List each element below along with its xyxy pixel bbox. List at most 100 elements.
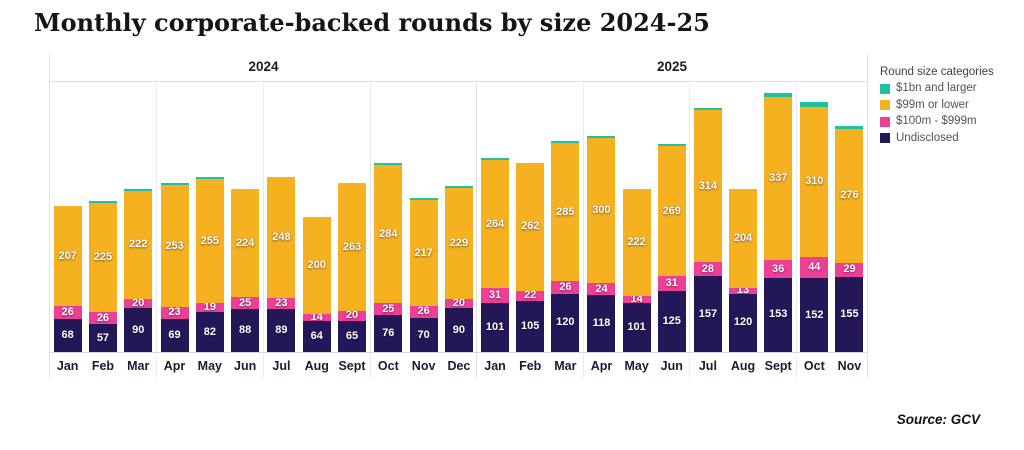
x-axis-label: Nov [837, 358, 862, 373]
month-column: 157 28 314 Jul [689, 82, 726, 378]
x-axis-label: Aug [304, 358, 329, 373]
bar-area: 101 31 264 [477, 82, 513, 354]
bar-value-label: 222 [129, 238, 148, 251]
x-axis-label: Nov [411, 358, 436, 373]
bar-segment-100m-999m: 36 [764, 260, 793, 278]
legend-item-label: $100m - $999m [896, 115, 977, 127]
bar-value-label: 285 [556, 205, 575, 218]
bar-segment-undisclosed: 120 [551, 293, 580, 353]
panel-2025: 101 31 264 Jan 105 22 262 Feb 120 26 285 Mar 118 24 30… [476, 82, 868, 378]
bar-value-label: 207 [58, 249, 77, 262]
x-axis-label: Sept [338, 358, 366, 373]
month-column: 101 14 222 May [619, 82, 655, 378]
bar-segment-100m-999m: 20 [338, 309, 367, 322]
bar-value-label: 19 [203, 301, 216, 314]
bar-segment-undisclosed: 89 [267, 308, 296, 353]
bar-value-label: 68 [61, 329, 74, 342]
bar-segment-undisclosed: 57 [88, 324, 117, 353]
legend-title: Round size categories [880, 66, 994, 78]
bar-value-label: 101 [627, 321, 646, 334]
bar-value-label: 300 [592, 204, 611, 217]
bar-value-label: 44 [808, 261, 821, 274]
bar-segment-100m-999m: 26 [409, 305, 438, 319]
x-axis-label: Jan [484, 358, 506, 373]
bar-segment-99m-or-lower: 224 [231, 188, 260, 298]
stacked-bar-2025-aug: 120 13 204 [729, 188, 758, 353]
x-axis-label: Feb [519, 358, 542, 373]
bar-value-label: 105 [521, 320, 540, 333]
bar-area: 105 22 262 [512, 82, 548, 354]
stacked-bar-2024-nov: 70 26 217 [409, 198, 438, 353]
bar-value-label: 222 [627, 235, 646, 248]
source-credit: Source: GCV [896, 412, 980, 427]
bar-value-label: 224 [235, 236, 255, 249]
stacked-bar-2025-oct: 152 44 310 [800, 102, 829, 353]
bar-value-label: 263 [342, 240, 362, 253]
bar-segment-100m-999m: 14 [622, 294, 651, 305]
bar-segment-99m-or-lower: 314 [693, 110, 722, 263]
bar-value-label: 89 [275, 323, 288, 336]
stacked-bar-2024-jun: 88 25 224 [231, 188, 260, 353]
legend-item-label: Undisclosed [896, 131, 959, 144]
x-axis-label: Sept [764, 358, 792, 373]
bar-segment-1bn-and-larger [124, 189, 153, 192]
stacked-bar-2025-jul: 157 28 314 [693, 107, 722, 353]
bar-value-label: 29 [843, 263, 856, 276]
bar-segment-undisclosed: 82 [195, 312, 224, 353]
bar-area: 76 25 284 [370, 82, 406, 354]
stacked-bar-2025-feb: 105 22 262 [516, 163, 545, 353]
bar-value-label: 65 [345, 329, 359, 342]
bar-value-label: 70 [417, 328, 430, 341]
bar-segment-99m-or-lower: 229 [444, 187, 473, 299]
panel-header-row: 2024 2025 [50, 55, 867, 81]
stacked-bar-2024-mar: 90 20 222 [124, 189, 153, 353]
bar-value-label: 153 [768, 308, 788, 321]
bar-area: 82 19 255 [192, 82, 228, 354]
bar-segment-undisclosed: 153 [764, 277, 793, 353]
bar-segment-100m-999m: 44 [800, 257, 829, 279]
legend-item-label: $1bn and larger [896, 82, 977, 94]
legend-swatch-icon [880, 100, 890, 111]
bar-value-label: 26 [559, 281, 572, 294]
legend-swatch-icon [880, 116, 890, 127]
legend-item: Undisclosed [880, 131, 1022, 145]
bar-value-label: 23 [168, 306, 181, 319]
bar-area: 101 14 222 [619, 82, 655, 354]
bar-area: 89 23 248 [263, 82, 300, 354]
bar-segment-undisclosed: 64 [302, 321, 331, 353]
bar-segment-99m-or-lower: 337 [764, 97, 793, 261]
bar-value-label: 255 [200, 234, 219, 247]
bar-area: 70 26 217 [405, 82, 442, 354]
bar-segment-undisclosed: 118 [587, 294, 616, 353]
bar-segment-1bn-and-larger [444, 185, 473, 188]
bar-area: 90 20 229 [441, 82, 477, 354]
bar-segment-99m-or-lower: 284 [374, 165, 403, 304]
month-column: 120 13 204 Aug [725, 82, 761, 378]
bar-segment-100m-999m: 19 [195, 301, 224, 314]
x-axis-label: Feb [91, 358, 115, 373]
bar-value-label: 22 [524, 289, 537, 302]
bar-value-label: 204 [733, 231, 753, 244]
stacked-bar-2025-jun: 125 31 269 [657, 143, 686, 353]
bar-segment-99m-or-lower: 248 [267, 177, 296, 298]
bar-area: 90 20 222 [120, 82, 156, 354]
bar-segment-99m-or-lower: 264 [481, 160, 510, 289]
stacked-bar-2025-mar: 120 26 285 [551, 141, 580, 353]
bar-value-label: 82 [203, 325, 216, 338]
bar-value-label: 57 [96, 331, 110, 344]
bar-segment-99m-or-lower: 217 [409, 200, 438, 306]
stacked-bar-2024-oct: 76 25 284 [374, 163, 403, 353]
bar-value-label: 157 [698, 307, 718, 320]
bar-segment-1bn-and-larger [409, 198, 438, 201]
bar-segment-99m-or-lower: 222 [124, 191, 153, 299]
bar-value-label: 155 [840, 307, 859, 320]
bar-value-label: 20 [345, 309, 359, 322]
bar-area: 69 23 253 [156, 82, 193, 354]
bar-segment-100m-999m: 25 [374, 303, 403, 316]
bar-area: 120 26 285 [547, 82, 583, 354]
plot-area: 2024 2025 68 26 207 Jan 57 26 225 Feb 90 20 222 Mar… [49, 55, 868, 378]
month-column: 120 26 285 Mar [547, 82, 583, 378]
panel-header-2025: 2025 [656, 59, 688, 74]
bar-value-label: 152 [805, 308, 824, 321]
bar-segment-100m-999m: 24 [587, 283, 616, 295]
